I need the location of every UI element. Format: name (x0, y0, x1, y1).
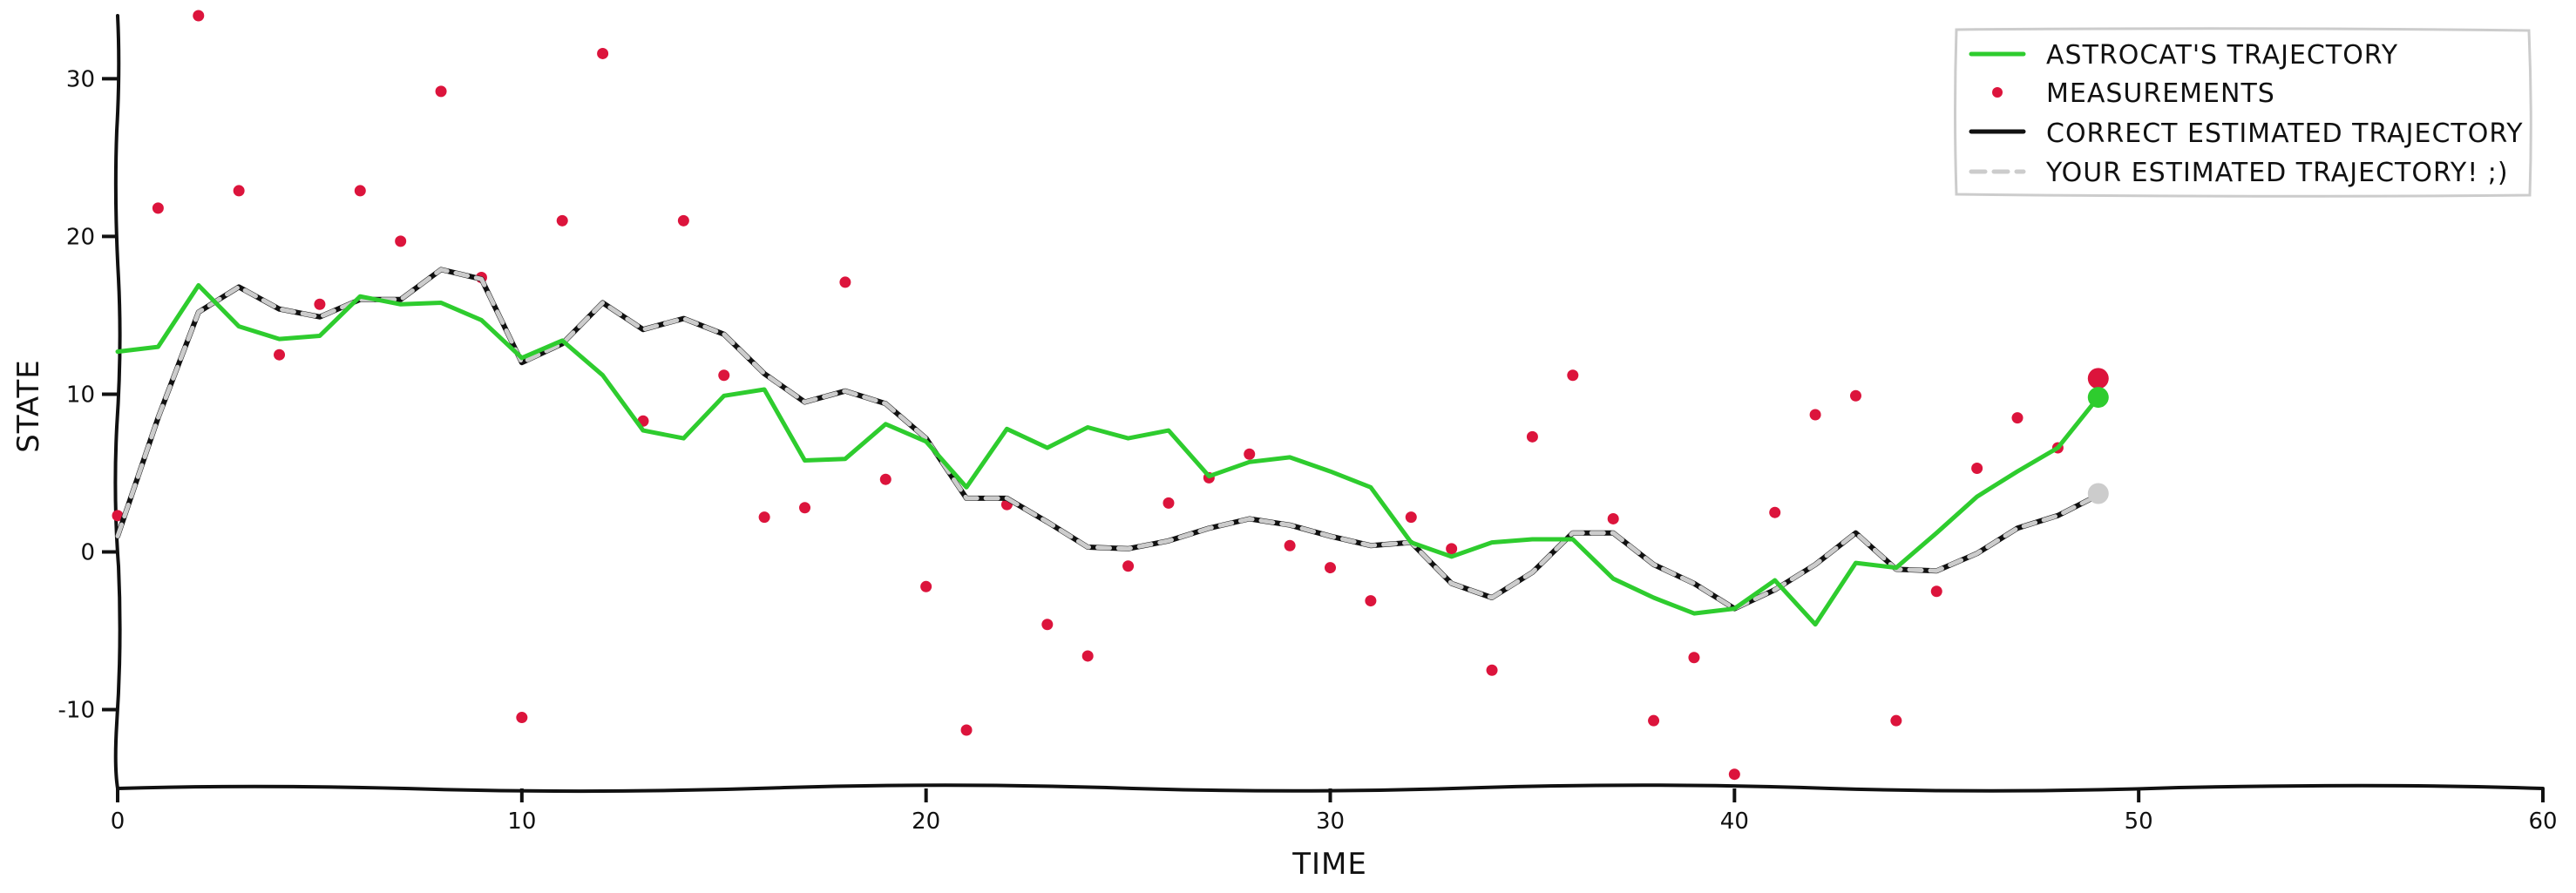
legend-label-yours: YOUR ESTIMATED TRAJECTORY! ;) (2045, 158, 2509, 188)
measurement-point (1163, 497, 1175, 509)
measurement-point (1325, 562, 1336, 574)
measurement-point (112, 510, 124, 522)
measurement-point (677, 214, 689, 227)
measurement-point (799, 502, 811, 514)
measurement-point (1365, 595, 1377, 607)
endpoint-markers (2087, 368, 2109, 504)
measurement-point (1607, 512, 1619, 524)
measurement-point (1446, 543, 1458, 555)
measurement-point (1688, 652, 1700, 664)
endpoint-marker (2087, 387, 2109, 409)
measurement-point (1567, 369, 1579, 382)
measurement-point (274, 348, 286, 361)
x-tick-label: 40 (1720, 808, 1749, 835)
x-tick-label: 50 (2125, 808, 2153, 835)
correct-estimated-trajectory-line (115, 267, 2101, 612)
your-estimated-trajectory-line (115, 267, 2101, 612)
x-tick-label: 20 (912, 808, 940, 835)
endpoint-marker (2087, 368, 2109, 389)
measurement-point (1486, 664, 1498, 676)
x-ticks: 0 10 20 30 40 50 60 (111, 788, 2558, 835)
measurement-point (193, 10, 205, 22)
measurement-point (1849, 389, 1861, 402)
endpoint-marker (2087, 483, 2109, 504)
measurement-point (920, 580, 932, 592)
y-axis-line (113, 14, 122, 790)
y-tick-label: 20 (66, 224, 95, 250)
legend: ASTROCAT'S TRAJECTORY MEASUREMENTS CORRE… (1954, 27, 2532, 198)
measurement-point (758, 511, 770, 524)
plot-area (112, 10, 2109, 781)
series-your-estimated-trajectory (115, 267, 2101, 612)
measurement-point (152, 202, 164, 214)
measurement-point (718, 369, 730, 382)
x-axis-line (116, 783, 2545, 794)
legend-box (1954, 27, 2532, 198)
measurement-point (1728, 768, 1740, 781)
measurement-point (839, 276, 851, 288)
measurement-point (1648, 714, 1660, 727)
measurement-point (1284, 539, 1296, 551)
measurement-point (1769, 506, 1781, 518)
measurement-point (1122, 560, 1135, 572)
x-tick-label: 10 (507, 808, 536, 835)
measurement-point (1244, 448, 1256, 460)
measurement-point (960, 724, 973, 736)
measurement-point (2011, 412, 2024, 424)
measurement-point (354, 185, 366, 197)
legend-label-astrocat: ASTROCAT'S TRAJECTORY (2046, 40, 2398, 71)
legend-label-correct: CORRECT ESTIMATED TRAJECTORY (2046, 118, 2524, 149)
measurement-point (1809, 409, 1821, 421)
y-tick-label: 30 (66, 66, 95, 92)
y-axis-label: STATE (11, 359, 46, 453)
measurement-point (879, 473, 891, 485)
series-astrocat-trajectory (115, 283, 2101, 627)
measurement-point (395, 235, 407, 247)
series-measurements (112, 10, 2064, 781)
measurement-point (1890, 714, 1902, 727)
astrocat-trajectory-line (115, 283, 2101, 627)
measurement-point (314, 298, 326, 310)
measurement-point (597, 47, 609, 59)
legend-label-measurements: MEASUREMENTS (2046, 78, 2275, 109)
measurement-point (435, 85, 447, 98)
axes: 0 10 20 30 40 50 60 -10 0 10 20 30 (58, 14, 2558, 835)
measurement-point (556, 214, 568, 227)
measurement-point (1081, 650, 1094, 662)
measurement-point (1971, 463, 1983, 475)
series-correct-estimated-trajectory (115, 267, 2101, 612)
measurement-point (233, 185, 245, 197)
legend-swatch-measurements (1992, 87, 2003, 98)
measurement-point (1526, 430, 1538, 443)
x-tick-label: 60 (2528, 808, 2557, 835)
measurement-point (516, 712, 528, 724)
measurement-point (1405, 511, 1417, 524)
x-tick-label: 0 (111, 808, 125, 835)
x-tick-label: 30 (1316, 808, 1345, 835)
y-ticks: -10 0 10 20 30 (58, 66, 118, 723)
measurement-point (1930, 585, 1942, 598)
measurement-point (1041, 619, 1054, 631)
y-tick-label: 0 (80, 539, 95, 565)
y-tick-label: -10 (58, 697, 95, 723)
y-tick-label: 10 (66, 382, 95, 408)
x-axis-label: TIME (1291, 847, 1367, 882)
